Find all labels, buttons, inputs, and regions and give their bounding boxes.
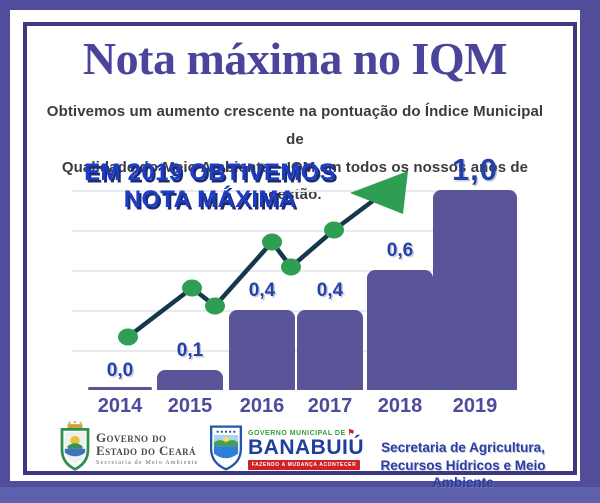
ceara-line-2: Estado do Ceará: [96, 443, 196, 458]
banabuiu-slogan-ribbon: FAZENDO A MUDANÇA ACONTECER: [248, 460, 360, 471]
ceara-line-1: Governo do: [96, 430, 167, 445]
banabuiu-name: BANABUIÚ: [248, 436, 364, 459]
annotation-line-2: NOTA MÁXIMA: [123, 185, 297, 213]
year-label: 2014: [97, 395, 143, 417]
annotation-line-1: EM 2019 OBTIVEMOS: [84, 159, 336, 186]
bar: [157, 370, 223, 390]
data-point-marker: [262, 233, 282, 251]
trend-markers: [118, 221, 344, 346]
bar: [433, 190, 517, 390]
year-label: 2018: [377, 395, 423, 417]
value-label: 0,4: [248, 280, 276, 301]
value-label: 1,0: [451, 152, 499, 187]
value-label: 0,6: [386, 240, 414, 261]
bar: [229, 310, 295, 390]
municipal-flag-icon: ⚑: [347, 428, 356, 437]
year-label: 2015: [167, 395, 213, 417]
secretaria-line-2: Recursos Hídricos e Meio Ambiente: [380, 457, 546, 491]
chart-annotation: EM 2019 OBTIVEMOS NOTA MÁXIMA: [50, 159, 370, 214]
subtitle: Obtivemos um aumento crescente na pontua…: [40, 98, 550, 209]
data-point-marker: [205, 297, 225, 315]
banabuiu-government-label: GOVERNO MUNICIPAL DE ⚑ BANABUIÚ FAZENDO …: [248, 429, 378, 471]
page-title: Nota máxima no IQM: [82, 33, 508, 84]
ceara-secretaria-label: Secretaria de Meio Ambiente: [96, 460, 199, 466]
data-point-marker: [324, 221, 344, 239]
secretaria-line-1: Secretaria de Agricultura,: [381, 440, 545, 455]
trend-arrow-icon: [350, 171, 408, 214]
zero-value-tick: [88, 387, 152, 390]
bar: [367, 270, 433, 390]
banabuiu-top-line: GOVERNO MUNICIPAL DE ⚑: [248, 429, 378, 437]
value-label: 0,4: [316, 280, 344, 301]
gridline: [72, 310, 515, 312]
data-point-marker: [118, 328, 138, 346]
subtitle-line-1: Obtivemos um aumento crescente na pontua…: [46, 103, 544, 148]
ceara-government-label: Governo do Estado do Ceará Secretaria de…: [96, 431, 199, 466]
trend-line: [125, 194, 381, 340]
bar: [297, 310, 363, 390]
banabuiu-governo-label: GOVERNO MUNICIPAL DE: [248, 429, 346, 437]
year-label: 2017: [307, 395, 353, 417]
gridline: [72, 230, 515, 232]
card: Nota máxima no IQM Obtivemos um aumento …: [10, 10, 580, 490]
data-point-marker: [182, 279, 202, 297]
secretaria-label: Secretaria de Agricultura, Recursos Hídr…: [352, 439, 574, 492]
ceara-coat-of-arms-icon: [55, 421, 95, 478]
year-label: 2019: [452, 395, 498, 417]
banabuiu-coat-of-arms-icon: [206, 422, 246, 479]
year-label: 2016: [239, 395, 285, 417]
trend-line-overlay: [118, 171, 408, 346]
value-label: 0,1: [176, 340, 204, 361]
gridline: [72, 190, 515, 192]
data-point-marker: [281, 258, 301, 276]
value-label: 0,0: [106, 360, 134, 381]
